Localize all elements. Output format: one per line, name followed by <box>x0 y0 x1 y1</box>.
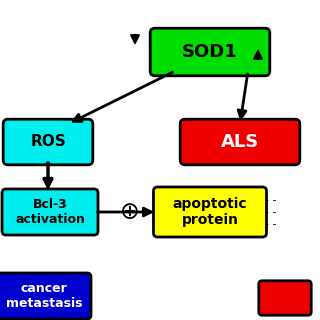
FancyBboxPatch shape <box>150 28 270 76</box>
Text: ⊕: ⊕ <box>120 200 140 224</box>
Text: ROS: ROS <box>30 134 66 149</box>
Text: apoptotic
protein: apoptotic protein <box>173 197 247 227</box>
Text: Bcl-3
activation: Bcl-3 activation <box>15 198 85 226</box>
FancyBboxPatch shape <box>3 119 93 165</box>
Text: cancer
metastasis: cancer metastasis <box>6 282 82 310</box>
Text: ALS: ALS <box>221 133 259 151</box>
FancyBboxPatch shape <box>2 189 98 235</box>
FancyBboxPatch shape <box>259 281 311 315</box>
Text: - -: - - <box>265 207 276 217</box>
Text: - -: - - <box>265 219 276 229</box>
FancyBboxPatch shape <box>0 273 91 319</box>
FancyBboxPatch shape <box>154 187 267 237</box>
Text: SOD1: SOD1 <box>182 43 238 61</box>
Text: - -: - - <box>265 195 276 205</box>
FancyBboxPatch shape <box>180 119 300 165</box>
